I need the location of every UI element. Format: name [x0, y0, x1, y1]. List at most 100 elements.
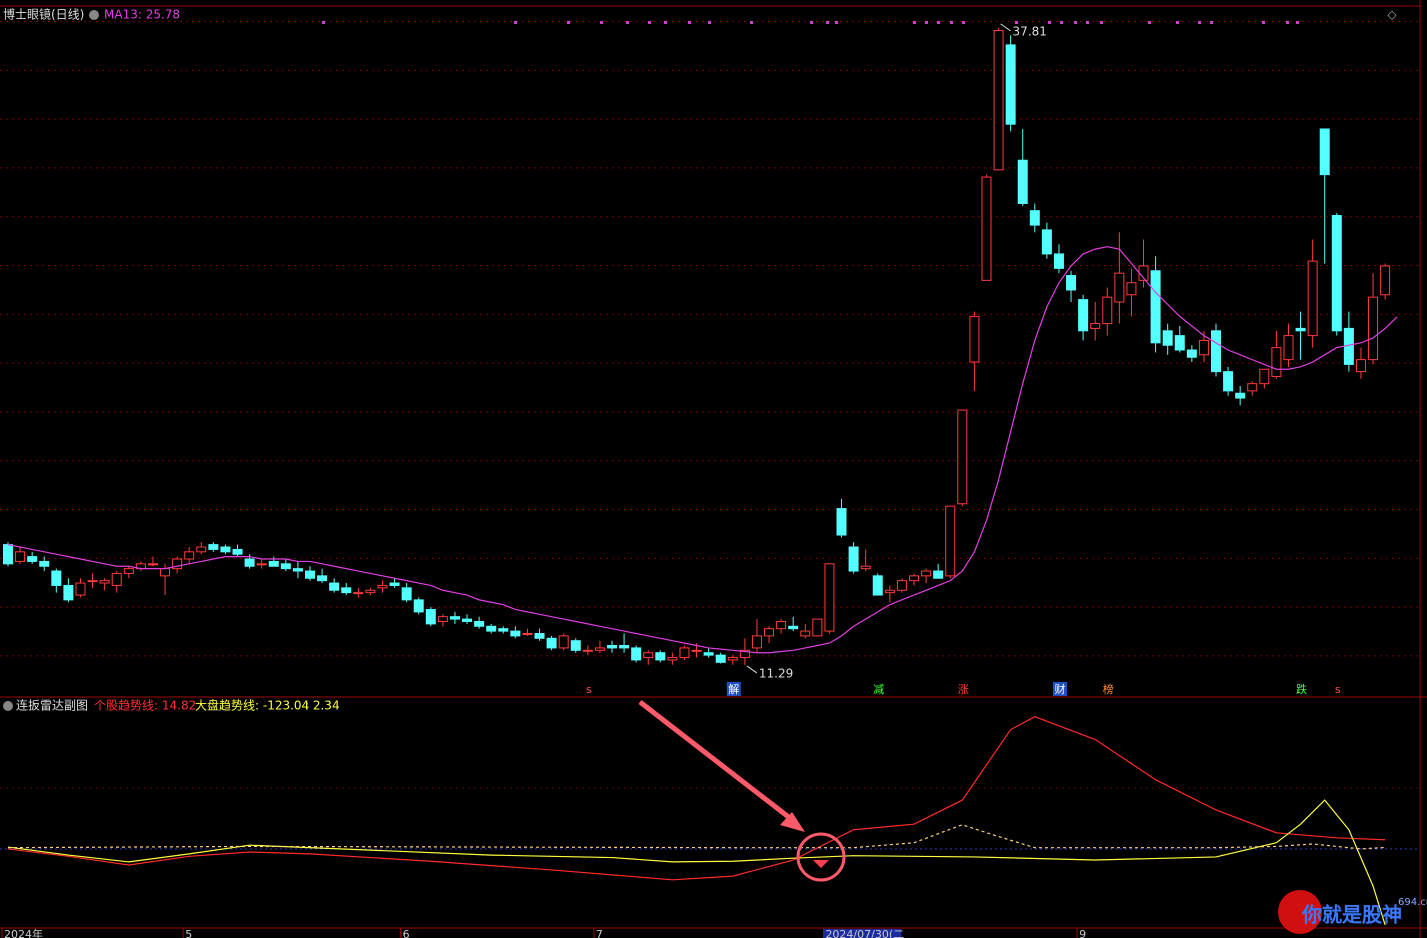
candle-body	[1174, 335, 1185, 351]
candle-body	[800, 630, 811, 637]
candle-body	[1102, 296, 1113, 325]
candle-body	[111, 572, 122, 586]
candle-body	[824, 563, 835, 632]
candle-body	[872, 575, 883, 596]
trend-line	[7, 799, 1386, 926]
candle-body	[594, 647, 605, 651]
x-tick-label: 2024/07/30(二	[825, 928, 904, 938]
candle-body	[703, 652, 714, 656]
candle-body	[896, 580, 907, 591]
candle-body	[546, 637, 557, 649]
candle-body	[377, 584, 388, 589]
candle-body	[667, 657, 678, 661]
low-pointer	[746, 665, 758, 674]
candle-body	[256, 563, 267, 566]
candle-body	[317, 575, 328, 582]
candle-body	[63, 584, 74, 601]
candle-body	[510, 630, 521, 637]
candle-body	[655, 652, 666, 661]
candle-body	[884, 589, 895, 594]
diamond-icon[interactable]: ◇	[1387, 8, 1397, 22]
event-badge	[1052, 682, 1067, 696]
signal-dot	[913, 21, 916, 24]
candle-body	[1126, 282, 1137, 296]
candle-body	[401, 587, 412, 601]
candle-body	[3, 544, 13, 565]
candle-body	[1331, 214, 1342, 332]
candle-body	[184, 551, 195, 560]
signal-dot	[1198, 21, 1201, 24]
candle-body	[812, 618, 823, 637]
candle-body	[1223, 371, 1234, 392]
candle-body	[1186, 349, 1197, 358]
trend-line	[7, 716, 1386, 881]
sub-title: 连扳雷达副图	[16, 698, 88, 713]
candle-body	[1211, 330, 1221, 373]
candle-body	[751, 635, 762, 649]
candle-body	[933, 570, 944, 579]
candle-body	[268, 560, 279, 567]
candle-body	[860, 565, 871, 570]
candle-body	[570, 640, 581, 651]
candle-body	[160, 568, 171, 577]
legend-text: : 2.34	[305, 699, 340, 713]
candle-body	[244, 558, 255, 567]
event-label: 减	[873, 683, 884, 696]
candle-body	[341, 587, 352, 594]
signal-dot	[750, 21, 753, 24]
candle-body	[329, 582, 340, 591]
candle-body	[764, 628, 775, 637]
price-grid	[0, 6, 1420, 696]
event-badge	[726, 682, 741, 696]
candle-body	[51, 570, 62, 586]
signal-dot	[1262, 21, 1265, 24]
candle-body	[1198, 339, 1209, 356]
signal-dot	[810, 21, 813, 24]
menu-icon[interactable]	[3, 701, 13, 711]
candle-body	[39, 560, 50, 567]
candle-body	[619, 645, 630, 649]
signal-dot	[708, 21, 711, 24]
menu-icon[interactable]	[89, 10, 99, 20]
candle-body	[1295, 327, 1306, 332]
logo	[1278, 890, 1322, 934]
candle-body	[1283, 335, 1294, 361]
signal-dot	[1074, 21, 1077, 24]
trend-line	[7, 824, 1386, 850]
pointer-arrow-head	[780, 812, 805, 832]
high-label: 37.81	[1013, 24, 1047, 38]
signal-dot	[835, 21, 838, 24]
legend-text: MA13: 25.78	[104, 8, 180, 22]
candle-body	[1114, 272, 1125, 303]
candle-body	[1355, 359, 1366, 373]
candle-body	[993, 30, 1004, 171]
candle-body	[280, 563, 291, 570]
candle-body	[921, 570, 932, 577]
signal-dot	[950, 21, 953, 24]
low-label: 11.29	[759, 666, 793, 680]
candle-body	[1307, 260, 1318, 337]
candle-body	[727, 657, 738, 661]
signal-dot	[937, 21, 940, 24]
candle-body	[196, 546, 207, 553]
candle-body	[522, 632, 533, 635]
candle-body	[437, 616, 448, 622]
candle-body	[969, 315, 980, 363]
signal-dot	[962, 21, 965, 24]
signal-dot	[1086, 21, 1089, 24]
signal-dot	[1176, 21, 1179, 24]
candle-body	[365, 589, 376, 594]
candle-body	[739, 649, 750, 659]
candle-body	[1235, 392, 1246, 399]
event-label: 解	[728, 682, 739, 696]
signal-dot	[1286, 21, 1289, 24]
signal-icon	[813, 860, 829, 868]
signal-dot	[1100, 21, 1103, 24]
signal-dot	[1048, 21, 1051, 24]
candle-body	[534, 632, 545, 639]
signal-dot	[1015, 21, 1018, 24]
candle-body	[1090, 323, 1101, 329]
ma-line	[7, 246, 1398, 654]
signal-dot	[925, 21, 928, 24]
candle-body	[305, 570, 315, 579]
